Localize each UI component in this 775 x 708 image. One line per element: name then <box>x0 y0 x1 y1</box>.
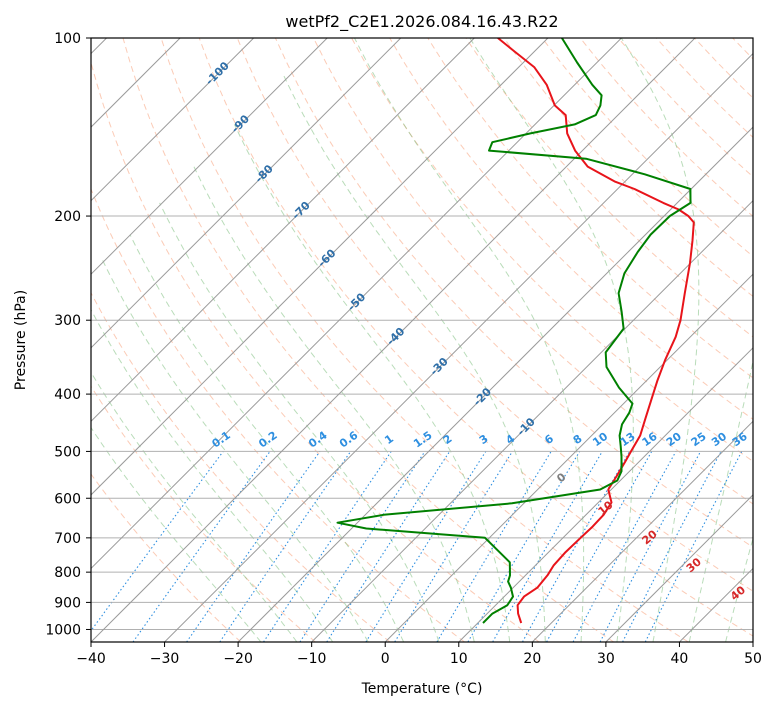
isotherm-line <box>91 38 622 570</box>
mixing-ratio-line <box>522 451 631 642</box>
sounding-series <box>336 38 695 624</box>
dry-adiabat-line <box>389 38 753 420</box>
isotherm-line <box>237 126 753 642</box>
x-tick-label: 0 <box>381 651 390 667</box>
dewpoint-profile <box>336 38 692 624</box>
x-tick-label: 10 <box>450 651 468 667</box>
moist-adiabat-line <box>129 234 405 642</box>
isotherm-line <box>91 38 696 642</box>
isotherm-line <box>164 52 753 642</box>
dry-adiabat-line <box>91 291 391 642</box>
mixing-ratio-line <box>394 451 513 642</box>
y-axis-ticks: 100 200 300 400 500 600 700 800 900 1000 <box>45 31 91 638</box>
dry-adiabat-line <box>91 60 540 642</box>
x-tick-label: 20 <box>523 651 541 667</box>
dry-adiabat-line <box>91 187 465 642</box>
x-tick-label: −40 <box>76 651 106 667</box>
isotherm-line <box>458 347 753 642</box>
dry-adiabat-line <box>427 38 753 379</box>
dry-adiabat-line <box>160 38 689 642</box>
isotherm-line <box>384 273 753 642</box>
dry-adiabats <box>91 38 753 642</box>
mixing-ratio-line <box>326 451 451 642</box>
moist-adiabat-line <box>688 359 753 642</box>
isotherm-line <box>91 38 255 202</box>
x-tick-label: 50 <box>744 651 762 667</box>
isotherms <box>91 38 753 642</box>
y-tick-label: 900 <box>54 595 81 611</box>
isotherm-line <box>91 38 475 423</box>
mixing-ratio-line <box>263 451 392 642</box>
dry-adiabat-line <box>122 38 614 642</box>
moist-adiabat-line <box>159 202 440 642</box>
moist-adiabat-line <box>91 426 262 642</box>
x-axis-title: Temperature (°C) <box>361 681 483 697</box>
moist-adiabat-line <box>193 166 475 642</box>
moist-adiabat-line <box>620 38 700 642</box>
mixing-ratio-line <box>186 451 321 642</box>
y-tick-label: 200 <box>54 209 81 225</box>
isotherm-line <box>91 38 402 349</box>
y-tick-label: 700 <box>54 531 81 547</box>
y-tick-label: 800 <box>54 565 81 581</box>
isotherm-line <box>91 38 328 275</box>
moist-adiabat-line <box>354 38 585 642</box>
isotherm-line <box>311 199 753 642</box>
mixing-ratio-line <box>299 451 426 642</box>
y-tick-label: 600 <box>54 491 81 507</box>
dry-adiabat-line <box>503 38 753 298</box>
mixing-ratio-line <box>644 451 743 642</box>
chart-title: wetPf2_C2E1.2026.084.16.43.R22 <box>285 12 558 32</box>
y-tick-label: 300 <box>54 313 81 329</box>
mixing-ratio-line <box>572 451 677 642</box>
moist-adiabat-line <box>91 308 334 642</box>
x-tick-label: −20 <box>223 651 253 667</box>
mixing-ratio-line <box>91 451 224 632</box>
isotherm-line <box>531 420 753 642</box>
x-tick-label: −10 <box>297 651 327 667</box>
x-tick-label: 30 <box>597 651 615 667</box>
x-tick-label: 40 <box>671 651 689 667</box>
y-tick-label: 500 <box>54 444 81 460</box>
temperature-profile <box>497 38 695 624</box>
isotherm-line <box>605 494 753 642</box>
x-axis-ticks: −40 −30 −20 −10 0 10 20 30 40 50 <box>76 642 762 667</box>
moist-adiabat-line <box>725 536 753 642</box>
dry-adiabat-line <box>465 38 753 338</box>
mixing-ratio-line <box>219 451 352 642</box>
y-tick-label: 1000 <box>45 622 81 638</box>
dry-adiabat-line <box>351 38 753 462</box>
isotherm-line <box>91 38 549 496</box>
y-tick-label: 400 <box>54 387 81 403</box>
y-tick-label: 100 <box>54 31 81 47</box>
plot-area: -100-90-80-70-60-50-40-30-20-100.1 0.2 0.4… <box>91 38 753 642</box>
y-axis-title: Pressure (hPa) <box>13 290 29 390</box>
dry-adiabat-line <box>91 473 242 642</box>
dry-adiabat-line <box>313 38 753 505</box>
plot-frame <box>90 37 754 643</box>
x-tick-label: −30 <box>150 651 180 667</box>
dry-adiabat-line <box>91 385 316 642</box>
pressure-gridlines <box>91 38 753 630</box>
dry-adiabat-line <box>274 38 753 548</box>
mixing-ratio-line <box>546 451 653 642</box>
